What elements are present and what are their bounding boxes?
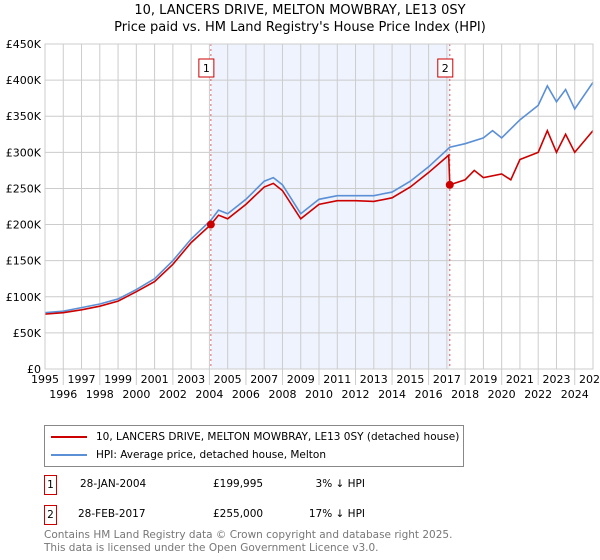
marker-badge [198, 58, 215, 78]
x-tick-label: 2010 [305, 388, 333, 401]
x-tick-label: 2008 [268, 388, 296, 401]
x-tick-label: 1998 [86, 388, 114, 401]
x-tick-label: 2012 [342, 388, 370, 401]
x-tick-label: 2001 [141, 373, 169, 386]
transaction-badge: 1 [44, 475, 57, 495]
y-tick-label: £200K [6, 219, 42, 232]
price-paid-line [44, 128, 594, 315]
chart-subtitle: Price paid vs. HM Land Registry's House … [114, 20, 486, 35]
x-tick-label: 2018 [451, 388, 479, 401]
marker-label: 2 [442, 62, 449, 75]
marker-label: 1 [203, 62, 210, 75]
sale-point [445, 180, 454, 189]
transaction-delta: 3% ↓ HPI [315, 478, 365, 490]
y-tick-label: £50K [13, 327, 42, 340]
legend: 10, LANCERS DRIVE, MELTON MOWBRAY, LE13 … [44, 425, 464, 467]
plot-area: 1995 1996 1997 1998 1999 2000 2001 2002 2003 2004… [6, 38, 600, 401]
x-tick-label: 2021 [506, 373, 534, 386]
legend-swatch-property [51, 436, 87, 438]
y-tick-label: £250K [6, 182, 42, 195]
x-tick-label: 2004 [195, 388, 223, 401]
x-tick-label: 2022 [524, 388, 552, 401]
footer-line-1: Contains HM Land Registry data © Crown c… [44, 529, 453, 541]
x-tick-label: 2019 [469, 373, 497, 386]
transaction-price: £199,995 [213, 478, 264, 490]
hpi-line [44, 81, 594, 314]
x-tick-label: 2023 [542, 373, 570, 386]
x-tick-label: 2002 [159, 388, 187, 401]
y-tick-label: £0 [27, 363, 41, 376]
x-tick-label: 2025 [579, 373, 600, 386]
chart-title: 10, LANCERS DRIVE, MELTON MOWBRAY, LE13 … [134, 3, 466, 18]
x-tick-label: 2015 [396, 373, 424, 386]
footer: Contains HM Land Registry data © Crown c… [44, 529, 452, 555]
transaction-row: 1 28-JAN-2004 £199,995 3% ↓ HPI [44, 475, 464, 495]
x-tick-label: 1996 [49, 388, 77, 401]
x-tick-label: 2024 [561, 388, 589, 401]
x-tick-label: 2007 [250, 373, 278, 386]
x-tick-label: 1997 [68, 373, 96, 386]
transaction-date: 28-FEB-2017 [78, 508, 146, 520]
x-tick-label: 2003 [177, 373, 205, 386]
sale-point [206, 220, 215, 229]
x-tick-label: 1995 [31, 373, 59, 386]
shaded-period [210, 44, 450, 369]
x-tick-label: 2009 [287, 373, 315, 386]
plot-border [44, 43, 594, 370]
transaction-date: 28-JAN-2004 [80, 478, 147, 490]
transaction-price: £255,000 [213, 508, 264, 520]
x-tick-label: 2006 [232, 388, 260, 401]
marker-badge [437, 58, 454, 78]
y-tick-label: £300K [6, 146, 42, 159]
x-tick-label: 2013 [360, 373, 388, 386]
x-tick-label: 2017 [433, 373, 461, 386]
transaction-badge: 2 [44, 505, 57, 525]
footer-line-2: This data is licensed under the Open Gov… [44, 542, 379, 554]
x-tick-label: 2014 [378, 388, 406, 401]
y-tick-label: £350K [6, 110, 42, 123]
legend-label-property: 10, LANCERS DRIVE, MELTON MOWBRAY, LE13 … [96, 431, 460, 443]
x-tick-label: 1999 [104, 373, 132, 386]
y-tick-label: £100K [6, 291, 42, 304]
x-tick-label: 2005 [214, 373, 242, 386]
y-tick-label: £150K [6, 255, 42, 268]
x-tick-label: 2011 [323, 373, 351, 386]
x-tick-label: 2016 [415, 388, 443, 401]
legend-label-hpi: HPI: Average price, detached house, Melt… [96, 449, 327, 461]
y-tick-label: £450K [6, 38, 42, 51]
x-tick-label: 2020 [488, 388, 516, 401]
y-tick-label: £400K [6, 74, 42, 87]
transaction-row: 2 28-FEB-2017 £255,000 17% ↓ HPI [44, 505, 464, 525]
legend-swatch-hpi [51, 454, 87, 456]
x-tick-label: 2000 [122, 388, 150, 401]
transaction-delta: 17% ↓ HPI [308, 508, 365, 520]
